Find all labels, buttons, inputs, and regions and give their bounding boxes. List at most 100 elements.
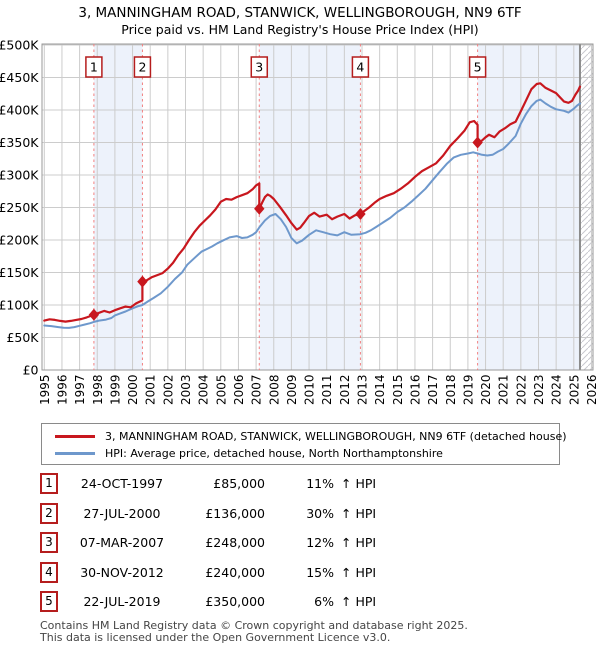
page-title: 3, MANNINGHAM ROAD, STANWICK, WELLINGBOR… [78, 5, 522, 21]
transaction-row: 3 07-MAR-2007 £248,000 12% ↑ HPI [0, 532, 600, 554]
x-tick-label: 2009 [285, 375, 299, 406]
y-tick-label: £0 [23, 363, 39, 378]
transaction-price: £240,000 [205, 564, 265, 580]
sale-number-box [85, 56, 103, 78]
transaction-row: 4 30-NOV-2012 £240,000 15% ↑ HPI [0, 561, 600, 584]
transaction-hpi-percent: 12% [306, 535, 334, 551]
legend-item-hpi: HPI: Average price, detached house, Nort… [55, 445, 559, 462]
sale-number-label: 3 [255, 60, 263, 75]
x-tick-label: 1999 [108, 375, 122, 406]
x-tick-label: 2025 [567, 375, 581, 406]
x-tick-label: 2024 [550, 375, 564, 406]
x-tick-label: 2026 [585, 375, 599, 406]
transaction-number-box: 4 [40, 561, 58, 583]
footer-license: Contains HM Land Registry data © Crown c… [40, 620, 468, 643]
plot-border [41, 43, 594, 371]
x-tick-label: 2023 [532, 375, 546, 406]
price-paid-series [43, 82, 582, 323]
legend-label-price-paid: 3, MANNINGHAM ROAD, STANWICK, WELLINGBOR… [105, 430, 567, 443]
price-history-chart: 1 2 3 4 5 £0 £50K £100K £150K £200K £250K £300K £350… [0, 38, 599, 406]
transaction-price: £350,000 [205, 594, 265, 610]
transaction-date: 22-JUL-2019 [83, 594, 161, 610]
x-tick-label: 2002 [161, 375, 175, 406]
x-tick-label: 2000 [126, 375, 140, 406]
transaction-price: £248,000 [205, 535, 265, 551]
x-tick-label: 2012 [338, 375, 352, 406]
x-tick-label: 2003 [179, 375, 193, 406]
sale-marker [88, 308, 100, 321]
sale-number-label: 4 [356, 60, 364, 75]
x-tick-label: 2021 [497, 375, 511, 406]
transaction-hpi-percent: 11% [306, 476, 334, 491]
transaction-price: £136,000 [205, 505, 265, 521]
transaction-hpi-percent: 30% [306, 505, 334, 521]
transaction-hpi-percent: 15% [306, 564, 334, 580]
transaction-row: 1 24-OCT-1997 £85,000 11% ↑ HPI [0, 473, 600, 495]
footer-line-1: Contains HM Land Registry data © Crown c… [40, 619, 468, 632]
sale-number-box [468, 56, 487, 78]
transaction-date: 30-NOV-2012 [80, 564, 164, 580]
page-subtitle: Price paid vs. HM Land Registry's House … [121, 22, 479, 37]
x-tick-label: 2014 [373, 375, 387, 406]
x-tick-label: 1995 [38, 375, 52, 406]
sale-number-box [250, 56, 269, 78]
transaction-row: 2 27-JUL-2000 £136,000 30% ↑ HPI [0, 502, 600, 525]
legend-item-price-paid: 3, MANNINGHAM ROAD, STANWICK, WELLINGBOR… [55, 428, 567, 445]
transaction-date: 24-OCT-1997 [80, 476, 164, 491]
x-tick-label: 2011 [320, 375, 334, 406]
y-tick-label: £200K [0, 233, 39, 248]
legend-label-hpi: HPI: Average price, detached house, Nort… [105, 447, 443, 460]
x-tick-label: 1998 [91, 375, 105, 406]
sale-number-box [133, 56, 152, 78]
sale-marker [472, 136, 483, 149]
x-tick-label: 2001 [144, 375, 158, 406]
transaction-hpi-direction: ↑ HPI [341, 594, 377, 610]
x-tick-label: 2019 [461, 375, 475, 406]
y-tick-label: £400K [0, 103, 39, 118]
sale-number-box [351, 56, 370, 78]
x-tick-label: 2005 [214, 375, 228, 406]
transaction-number-box: 3 [40, 532, 58, 554]
x-tick-label: 2008 [267, 375, 281, 406]
transaction-hpi-direction: ↑ HPI [341, 476, 377, 491]
y-tick-label: £100K [0, 298, 39, 313]
x-tick-label: 2016 [408, 375, 422, 406]
x-tick-label: 2007 [250, 375, 264, 406]
x-tick-label: 2018 [444, 375, 458, 406]
x-tick-label: 2010 [303, 375, 317, 406]
sale-number-label: 5 [474, 60, 482, 75]
x-tick-label: 2013 [356, 375, 370, 406]
transaction-date: 07-MAR-2007 [79, 535, 165, 551]
transaction-hpi-direction: ↑ HPI [341, 505, 377, 521]
x-tick-label: 1997 [73, 375, 87, 406]
transaction-hpi-direction: ↑ HPI [341, 535, 377, 551]
y-tick-label: £50K [6, 330, 39, 345]
y-tick-label: £500K [0, 38, 39, 53]
x-tick-label: 2006 [232, 375, 246, 406]
y-tick-label: £450K [0, 70, 39, 85]
transaction-hpi-direction: ↑ HPI [341, 564, 377, 580]
sale-marker [254, 202, 265, 215]
transaction-price: £85,000 [213, 476, 265, 491]
y-tick-label: £250K [0, 200, 39, 215]
sale-number-label: 1 [90, 60, 98, 75]
y-tick-label: £300K [0, 168, 39, 183]
sale-marker [355, 208, 366, 220]
x-tick-label: 2015 [391, 375, 405, 406]
x-tick-label: 2020 [479, 375, 493, 406]
transaction-row: 5 22-JUL-2019 £350,000 6% ↑ HPI [0, 591, 600, 613]
sale-marker [137, 275, 148, 288]
hpi-series [43, 98, 581, 329]
y-tick-label: £150K [0, 265, 39, 280]
transaction-hpi-percent: 6% [314, 594, 334, 610]
hpi-line-swatch [55, 452, 95, 455]
x-tick-label: 2017 [426, 375, 440, 406]
transaction-number-box: 2 [40, 502, 58, 524]
y-tick-label: £350K [0, 135, 39, 150]
x-tick-label: 2022 [514, 375, 528, 406]
transaction-date: 27-JUL-2000 [83, 505, 161, 521]
transaction-number-box: 5 [40, 591, 58, 613]
footer-line-2: This data is licensed under the Open Gov… [40, 630, 391, 644]
x-tick-label: 1996 [55, 375, 69, 406]
